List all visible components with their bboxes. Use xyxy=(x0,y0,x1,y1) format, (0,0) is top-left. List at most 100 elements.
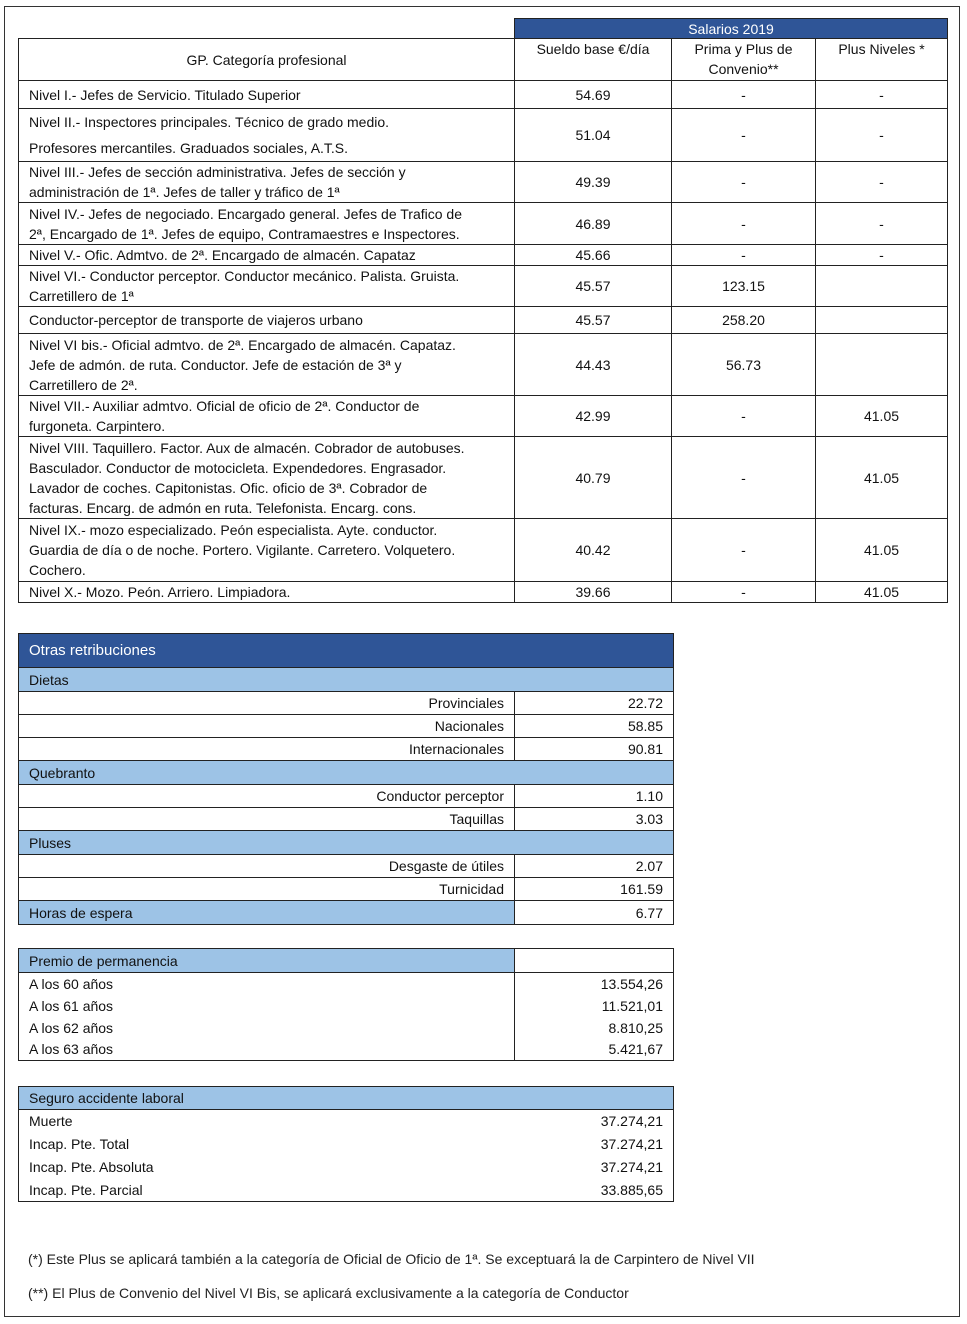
table-row: Incap. Pte. Total 37.274,21 xyxy=(18,1132,675,1156)
categoria-cell: Nivel VI bis.- Oficial admtvo. de 2ª. En… xyxy=(18,333,515,396)
table-row: Nivel III.- Jefes de sección administrat… xyxy=(18,161,949,203)
prima-cell: 56.73 xyxy=(671,333,816,396)
empty-cell xyxy=(18,18,515,39)
item-value: 3.03 xyxy=(514,807,674,831)
header-categoria: GP. Categoría profesional xyxy=(18,38,515,81)
table-row: Conductor-perceptor de transporte de via… xyxy=(18,306,949,334)
prima-cell: - xyxy=(671,108,816,162)
item-label: Conductor perceptor xyxy=(18,784,515,808)
sueldo-cell: 51.04 xyxy=(514,108,672,162)
item-value: 161.59 xyxy=(514,877,674,901)
categoria-cell: Nivel VIII. Taquillero. Factor. Aux de a… xyxy=(18,436,515,519)
premio-label: A los 62 años xyxy=(18,1016,515,1039)
seguro-title: Seguro accidente laboral xyxy=(17,1086,675,1110)
table-row: Taquillas 3.03 xyxy=(18,807,674,831)
otras-retribuciones-table: Otras retribuciones Dietas Provinciales 22… xyxy=(18,633,674,925)
horas-value: 6.77 xyxy=(514,900,674,925)
item-label: Taquillas xyxy=(18,807,515,831)
seguro-label: Muerte xyxy=(18,1109,515,1133)
table-row: Horas de espera 6.77 xyxy=(18,900,674,925)
table-row: Conductor perceptor 1.10 xyxy=(18,784,674,808)
premio-value: 13.554,26 xyxy=(514,972,674,995)
table-row: Nivel II.- Inspectores principales. Técn… xyxy=(18,108,949,162)
item-value: 1.10 xyxy=(514,784,674,808)
item-value: 58.85 xyxy=(514,714,674,738)
table-row: Nivel IX.- mozo especializado. Peón espe… xyxy=(18,518,949,582)
sueldo-cell: 54.69 xyxy=(514,80,672,109)
table-row: Nivel V.- Ofic. Admtvo. de 2ª. Encargado… xyxy=(18,244,949,266)
prima-cell: - xyxy=(671,581,816,603)
table-row: Nivel VIII. Taquillero. Factor. Aux de a… xyxy=(18,436,949,519)
sueldo-cell: 45.57 xyxy=(514,306,672,334)
premio-table: Premio de permanencia A los 60 años 13.55… xyxy=(18,948,674,1061)
prima-cell: - xyxy=(671,161,816,203)
premio-label: A los 63 años xyxy=(18,1038,515,1061)
seguro-table: Seguro accidente laboral Muerte 37.274,21… xyxy=(17,1086,675,1202)
categoria-cell: Nivel V.- Ofic. Admtvo. de 2ª. Encargado… xyxy=(18,244,515,266)
salary-table: Salarios 2019 GP. Categoría profesional … xyxy=(18,18,949,603)
prima-cell: - xyxy=(671,202,816,245)
item-label: Nacionales xyxy=(18,714,515,738)
sueldo-cell: 42.99 xyxy=(514,395,672,437)
plus-cell: - xyxy=(814,108,949,162)
table-row: Nivel I.- Jefes de Servicio. Titulado Su… xyxy=(18,80,949,109)
header-sueldo: Sueldo base €/día xyxy=(514,38,672,81)
item-label: Desgaste de útiles xyxy=(18,854,515,878)
item-value: 22.72 xyxy=(514,691,674,715)
table-row: Nacionales 58.85 xyxy=(18,714,674,738)
page-frame xyxy=(4,6,960,1317)
seguro-label: Incap. Pte. Absoluta xyxy=(18,1155,515,1179)
table-row: A los 61 años 11.521,01 xyxy=(18,994,674,1017)
table-row: A los 60 años 13.554,26 xyxy=(18,972,674,995)
seguro-value: 33.885,65 xyxy=(514,1178,675,1202)
prima-cell: - xyxy=(671,80,816,109)
item-value: 90.81 xyxy=(514,737,674,761)
table-row: Nivel VI bis.- Oficial admtvo. de 2ª. En… xyxy=(18,333,949,396)
plus-cell: - xyxy=(814,80,949,109)
section-row: Pluses xyxy=(18,830,674,855)
prima-cell: - xyxy=(671,518,816,582)
plus-cell: 41.05 xyxy=(814,395,949,437)
premio-value: 11.521,01 xyxy=(514,994,674,1017)
item-value: 2.07 xyxy=(514,854,674,878)
plus-cell: - xyxy=(814,202,949,245)
table-row: Nivel VI.- Conductor perceptor. Conducto… xyxy=(18,265,949,307)
table-row: A los 62 años 8.810,25 xyxy=(18,1016,674,1039)
categoria-cell: Conductor-perceptor de transporte de via… xyxy=(18,306,515,334)
prima-cell: - xyxy=(671,395,816,437)
plus-cell xyxy=(814,265,949,307)
premio-value: 5.421,67 xyxy=(514,1038,674,1061)
sueldo-cell: 46.89 xyxy=(514,202,672,245)
header-plus: Plus Niveles * xyxy=(814,38,949,81)
table-row: Desgaste de útiles 2.07 xyxy=(18,854,674,878)
table-row: Nivel VII.- Auxiliar admtvo. Oficial de … xyxy=(18,395,949,437)
seguro-value: 37.274,21 xyxy=(514,1132,675,1156)
table-row: Turnicidad 161.59 xyxy=(18,877,674,901)
sueldo-cell: 45.66 xyxy=(514,244,672,266)
plus-cell: 41.05 xyxy=(814,518,949,582)
sueldo-cell: 49.39 xyxy=(514,161,672,203)
sueldo-cell: 40.79 xyxy=(514,436,672,519)
plus-cell: - xyxy=(814,161,949,203)
categoria-cell: Nivel II.- Inspectores principales. Técn… xyxy=(18,108,515,162)
categoria-cell: Nivel X.- Mozo. Peón. Arriero. Limpiador… xyxy=(18,581,515,603)
section-row: Dietas xyxy=(18,667,674,692)
prima-cell: - xyxy=(671,436,816,519)
seguro-value: 37.274,21 xyxy=(514,1155,675,1179)
sueldo-cell: 40.42 xyxy=(514,518,672,582)
item-label: Internacionales xyxy=(18,737,515,761)
prima-cell: - xyxy=(671,244,816,266)
plus-cell xyxy=(814,333,949,396)
table-row: Internacionales 90.81 xyxy=(18,737,674,761)
categoria-cell: Nivel I.- Jefes de Servicio. Titulado Su… xyxy=(18,80,515,109)
table-row: Incap. Pte. Absoluta 37.274,21 xyxy=(18,1155,675,1179)
premio-label: A los 61 años xyxy=(18,994,515,1017)
section-header: Pluses xyxy=(18,830,674,855)
plus-cell xyxy=(814,306,949,334)
plus-cell: 41.05 xyxy=(814,581,949,603)
premio-title: Premio de permanencia xyxy=(18,948,515,973)
categoria-cell: Nivel VI.- Conductor perceptor. Conducto… xyxy=(18,265,515,307)
seguro-value: 37.274,21 xyxy=(514,1109,675,1133)
categoria-cell: Nivel IX.- mozo especializado. Peón espe… xyxy=(18,518,515,582)
prima-cell: 123.15 xyxy=(671,265,816,307)
